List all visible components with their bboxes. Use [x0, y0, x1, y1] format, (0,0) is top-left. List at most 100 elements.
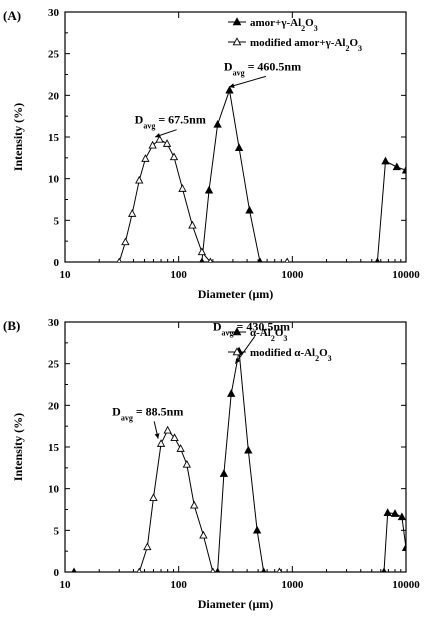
x-axis-title: Diameter (μm) [198, 287, 274, 301]
series-line [376, 160, 406, 262]
x-tick-label: 100 [170, 269, 187, 281]
series-line [138, 429, 280, 572]
series-line [118, 138, 288, 262]
y-axis-title: Intensity (%) [11, 413, 25, 481]
data-point [136, 567, 142, 572]
data-point [149, 493, 158, 501]
data-point [178, 184, 187, 192]
data-point [199, 257, 205, 262]
data-point [135, 175, 144, 184]
annotation-arrowhead [235, 358, 241, 364]
y-tick-label: 10 [48, 174, 60, 186]
data-point [199, 530, 208, 539]
data-point [169, 152, 179, 161]
data-point [397, 512, 406, 521]
data-point [162, 139, 172, 147]
data-point [374, 257, 380, 262]
legend-entry-label: modified α-Al2O3 [250, 347, 332, 363]
x-tick-label: 10000 [392, 269, 420, 281]
y-tick-label: 30 [48, 7, 60, 19]
data-point [401, 543, 406, 551]
y-tick-label: 25 [48, 49, 60, 61]
data-point [225, 85, 234, 94]
data-point [148, 140, 157, 149]
plot-frame [64, 321, 407, 573]
series-line [217, 351, 265, 572]
davg-annotation: Davg = 460.5nm [224, 59, 301, 77]
y-tick-label: 5 [54, 525, 60, 537]
legend-swatch-marker [232, 17, 242, 26]
data-point [156, 439, 166, 447]
data-point [71, 567, 77, 572]
series-line [201, 90, 261, 262]
series-line [383, 512, 406, 572]
panel-label: (A) [3, 8, 21, 23]
x-tick-label: 10 [60, 269, 72, 281]
data-point [204, 185, 214, 194]
y-axis-title: Intensity (%) [11, 103, 25, 171]
y-tick-label: 5 [54, 215, 60, 227]
legend: amor+γ-Al2O3 modified amor+γ-Al2O3 [228, 17, 362, 53]
annotation-arrow [229, 75, 267, 88]
data-point [213, 119, 222, 128]
chart-panel-b: (B) 0 5 10 15 20 25 30 10 100 1000 10000 Diameter (μ… [3, 317, 420, 611]
data-point [276, 567, 282, 572]
data-point [219, 469, 229, 477]
data-point [210, 567, 216, 572]
data-point [182, 459, 192, 468]
y-tick-label: 25 [48, 359, 60, 371]
data-point [188, 220, 197, 229]
series-filled [199, 85, 406, 262]
data-point [207, 257, 213, 262]
annotation-arrowhead [154, 433, 160, 439]
data-point [141, 154, 150, 162]
annotation-arrow [234, 336, 256, 364]
data-point [170, 433, 179, 441]
data-point [163, 425, 172, 434]
data-point [197, 247, 207, 256]
davg-annotation: Davg = 88.5nm [112, 404, 183, 422]
legend-swatch-marker [232, 37, 242, 46]
series-filled [71, 346, 406, 572]
legend: α-Al2O3 modified α-Al2O3 [228, 327, 332, 363]
y-tick-label: 30 [48, 317, 60, 329]
legend-entry-label: modified amor+γ-Al2O3 [250, 37, 362, 53]
chart-panel-a: (A) 0 5 10 15 20 25 30 10 100 1000 10000 Diameter (μ… [3, 7, 420, 301]
annotation-arrowhead [229, 83, 235, 89]
y-tick-label: 0 [54, 567, 60, 579]
x-tick-label: 10000 [392, 579, 420, 591]
data-point [284, 257, 290, 262]
y-tick-label: 20 [48, 90, 60, 102]
data-point [381, 156, 390, 165]
legend-swatch-marker [232, 347, 242, 356]
data-point [401, 165, 406, 174]
y-tick-label: 10 [48, 484, 60, 496]
data-point [116, 257, 122, 262]
data-point [176, 444, 185, 452]
panel-label: (B) [3, 318, 20, 333]
x-tick-label: 10 [60, 579, 72, 591]
plot-frame [64, 11, 407, 263]
x-axis-title: Diameter (μm) [198, 597, 274, 611]
data-point [121, 237, 130, 246]
davg-annotation: Davg = 430.5nm [213, 319, 290, 337]
data-point [383, 508, 392, 516]
data-point [392, 162, 401, 171]
series-open [136, 425, 282, 572]
data-point [155, 134, 164, 143]
legend-entry-label: amor+γ-Al2O3 [250, 17, 318, 33]
y-tick-label: 20 [48, 400, 60, 412]
data-point [128, 209, 137, 217]
data-point [227, 389, 236, 397]
data-point [381, 567, 387, 572]
y-tick-label: 0 [54, 257, 60, 269]
y-tick-label: 15 [48, 132, 60, 144]
x-tick-label: 1000 [281, 579, 304, 591]
davg-annotation: Davg = 67.5nm [135, 113, 206, 130]
x-tick-label: 1000 [281, 269, 304, 281]
data-point [252, 525, 262, 534]
legend-entry-label: α-Al2O3 [250, 327, 287, 343]
data-point [190, 500, 199, 509]
data-point [234, 143, 244, 151]
